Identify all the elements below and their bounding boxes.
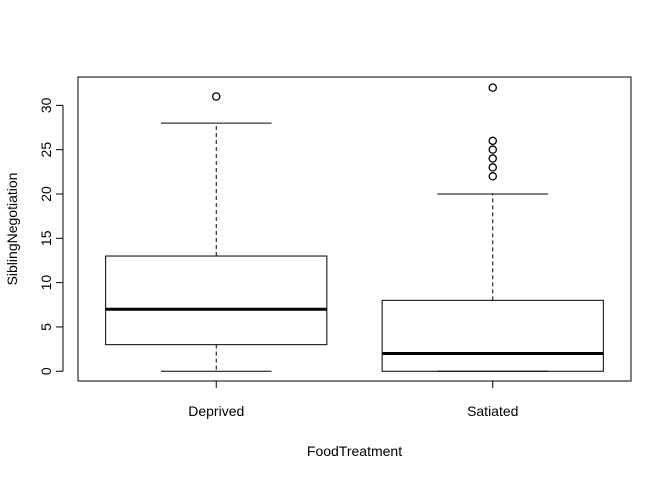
outlier-point bbox=[488, 83, 497, 92]
x-axis-label: FoodTreatment bbox=[307, 443, 402, 459]
y-tick-label: 0 bbox=[38, 367, 54, 375]
y-tick-label: 20 bbox=[38, 186, 54, 202]
y-tick-label: 15 bbox=[38, 230, 54, 246]
y-tick-label: 25 bbox=[38, 142, 54, 158]
interquartile-box bbox=[381, 299, 604, 372]
y-tick-label: 5 bbox=[38, 323, 54, 331]
x-tick-label: Satiated bbox=[467, 403, 518, 419]
x-axis: Deprived Satiated bbox=[188, 380, 518, 419]
outlier-point bbox=[211, 92, 221, 101]
outlier-point bbox=[488, 172, 497, 181]
box-satiated bbox=[381, 83, 604, 372]
y-tick-label: 30 bbox=[38, 97, 54, 113]
boxes-layer bbox=[105, 83, 604, 372]
y-axis: 0 5 10 15 20 25 30 bbox=[38, 97, 64, 375]
outlier-point bbox=[488, 163, 497, 172]
box-deprived bbox=[105, 92, 328, 372]
y-axis-label: SiblingNegotiation bbox=[4, 173, 20, 286]
outlier-point bbox=[488, 136, 497, 146]
outlier-point bbox=[488, 145, 497, 154]
outlier-point bbox=[488, 154, 497, 163]
interquartile-box bbox=[105, 255, 328, 346]
y-tick-label: 10 bbox=[38, 275, 54, 291]
x-tick-label: Deprived bbox=[188, 403, 244, 419]
